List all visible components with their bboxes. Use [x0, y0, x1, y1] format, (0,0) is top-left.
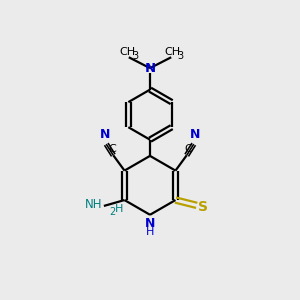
Text: 3: 3: [178, 51, 184, 62]
Text: NH: NH: [85, 198, 102, 211]
Text: H: H: [146, 227, 154, 237]
Text: CH: CH: [119, 47, 135, 57]
Text: C: C: [108, 144, 116, 154]
Text: CH: CH: [165, 47, 181, 57]
Text: S: S: [198, 200, 208, 214]
Text: 3: 3: [132, 51, 138, 62]
Text: N: N: [100, 128, 110, 141]
Text: C: C: [184, 144, 192, 154]
Text: N: N: [190, 128, 200, 141]
Text: H: H: [115, 204, 123, 214]
Text: N: N: [144, 61, 156, 75]
Text: 2: 2: [110, 207, 116, 217]
Text: N: N: [145, 217, 155, 230]
